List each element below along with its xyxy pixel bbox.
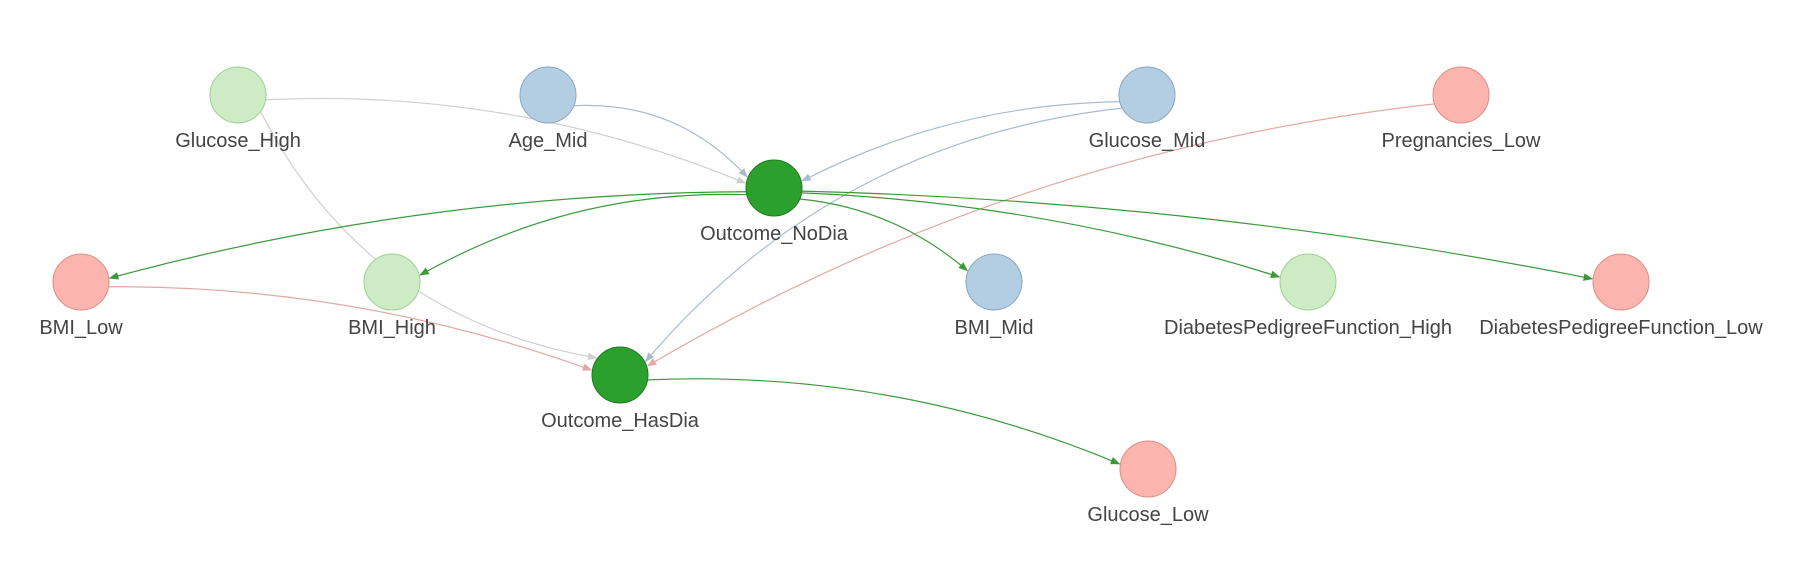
- edges-layer: [108, 97, 1594, 465]
- node-bmi-low[interactable]: BMI_Low: [39, 253, 123, 339]
- edge-outcome_nodia-to-bmi_low: [108, 191, 747, 280]
- node-label: Outcome_NoDia: [700, 223, 849, 245]
- node-outcome-hasdia[interactable]: Outcome_HasDia: [541, 346, 700, 432]
- node-bmi-high[interactable]: BMI_High: [348, 253, 436, 339]
- edge-pregnancies_low-to-outcome_hasdia: [646, 103, 1435, 367]
- node-label: BMI_Mid: [955, 317, 1034, 339]
- node-circle[interactable]: [965, 253, 1023, 311]
- node-circle[interactable]: [1118, 66, 1176, 124]
- edge-age_mid-to-outcome_nodia: [573, 104, 748, 178]
- node-circle[interactable]: [1279, 253, 1337, 311]
- edge-outcome_nodia-to-dpf_high: [801, 192, 1281, 279]
- node-circle[interactable]: [209, 66, 267, 124]
- node-glucose-low[interactable]: Glucose_Low: [1087, 440, 1209, 526]
- node-glucose-high[interactable]: Glucose_High: [175, 66, 301, 152]
- node-label: Glucose_Low: [1087, 504, 1209, 526]
- node-outcome-nodia[interactable]: Outcome_NoDia: [700, 159, 849, 245]
- edge-outcome_nodia-to-bmi_high: [419, 193, 747, 276]
- edge-outcome_hasdia-to-glucose_low: [647, 378, 1121, 465]
- node-dpf-high[interactable]: DiabetesPedigreeFunction_High: [1164, 253, 1452, 339]
- node-age-mid[interactable]: Age_Mid: [509, 66, 588, 152]
- node-label: Age_Mid: [509, 130, 588, 152]
- node-label: Pregnancies_Low: [1382, 130, 1542, 152]
- node-circle[interactable]: [52, 253, 110, 311]
- node-label: DiabetesPedigreeFunction_Low: [1479, 317, 1763, 339]
- edge-glucose_mid-to-outcome_hasdia: [644, 107, 1123, 363]
- node-dpf-low[interactable]: DiabetesPedigreeFunction_Low: [1479, 253, 1763, 339]
- node-label: Glucose_Mid: [1089, 130, 1206, 152]
- node-glucose-mid[interactable]: Glucose_Mid: [1089, 66, 1206, 152]
- nodes-layer: Glucose_High Age_Mid Glucose_Mid Pregnancie…: [39, 66, 1763, 526]
- node-circle[interactable]: [1592, 253, 1650, 311]
- node-bmi-mid[interactable]: BMI_Mid: [955, 253, 1034, 339]
- node-label: Glucose_High: [175, 130, 301, 152]
- node-label: DiabetesPedigreeFunction_High: [1164, 317, 1452, 339]
- node-label: BMI_High: [348, 317, 436, 339]
- node-label: Outcome_HasDia: [541, 410, 700, 432]
- node-circle[interactable]: [363, 253, 421, 311]
- node-circle[interactable]: [1119, 440, 1177, 498]
- edge-glucose_high-to-outcome_nodia: [265, 97, 747, 184]
- node-pregnancies-low[interactable]: Pregnancies_Low: [1382, 66, 1542, 152]
- edge-bmi_low-to-outcome_hasdia: [108, 286, 593, 371]
- edge-glucose_mid-to-outcome_nodia: [801, 101, 1120, 182]
- node-circle[interactable]: [745, 159, 803, 217]
- node-label: BMI_Low: [39, 317, 123, 339]
- node-circle[interactable]: [591, 346, 649, 404]
- edge-outcome_nodia-to-dpf_low: [801, 190, 1594, 281]
- node-circle[interactable]: [519, 66, 577, 124]
- node-circle[interactable]: [1432, 66, 1490, 124]
- edge-outcome_nodia-to-bmi_mid: [799, 198, 969, 272]
